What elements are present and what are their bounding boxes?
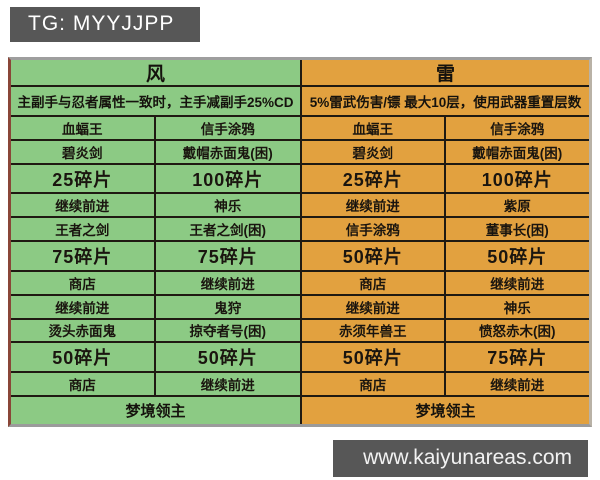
table-cell: 碧炎剑 (11, 140, 156, 163)
table-row: 碧炎剑 戴帽赤面鬼(困) (302, 140, 589, 165)
table-cell: 血蝠王 (302, 117, 446, 139)
table-cell: 戴帽赤面鬼(困) (182, 145, 273, 161)
table-cell: 鬼狩 (214, 300, 242, 316)
table-cell: 50碎片 (302, 242, 446, 270)
table-row: 商店 继续前进 (11, 271, 300, 296)
table-row: 25碎片 100碎片 (11, 164, 300, 195)
wind-panel: 风 主副手与忍者属性一致时，主手减副手25%CD 血蝠王 信手涂鸦碧炎剑 戴帽赤面鬼… (11, 60, 300, 424)
table-row: 商店 继续前进 (302, 373, 589, 397)
table-cell: 50碎片 (487, 246, 548, 267)
table-cell: 50碎片 (197, 348, 258, 369)
table-cell: 25碎片 (302, 164, 446, 193)
table-cell: 信手涂鸦 (490, 121, 545, 137)
table-cell: 血蝠王 (11, 117, 156, 139)
table-cell: 75碎片 (197, 246, 258, 267)
table-cell: 继续前进 (490, 378, 545, 394)
table-cell: 75碎片 (487, 348, 548, 369)
table-row: 信手涂鸦 董事长(困) (302, 218, 589, 243)
table-cell: 戴帽赤面鬼(困) (472, 145, 563, 161)
wind-rows: 血蝠王 信手涂鸦 碧炎剑 戴帽赤面鬼(困) 25碎片 100碎片 继续前进 神乐 王者之剑 王者之… (11, 117, 300, 397)
table-cell: 50碎片 (302, 343, 446, 372)
table-row: 50碎片 75碎片 (302, 343, 589, 374)
table-cell: 继续前进 (490, 276, 545, 292)
element-routes-table: 风 主副手与忍者属性一致时，主手减副手25%CD 血蝠王 信手涂鸦 碧炎剑 戴帽赤面鬼… (8, 57, 592, 427)
table-cell: 神乐 (214, 199, 242, 215)
table-cell: 赤须年兽王 (302, 319, 446, 342)
table-cell: 信手涂鸦 (200, 121, 255, 137)
table-row: 赤须年兽王 愤怒赤木(困) (302, 319, 589, 344)
table-row: 继续前进 鬼狩 (11, 295, 300, 320)
table-cell: 继续前进 (302, 194, 446, 217)
table-cell: 信手涂鸦 (302, 218, 446, 241)
table-cell: 王者之剑 (11, 218, 156, 241)
table-cell: 王者之剑(困) (189, 223, 267, 239)
table-cell: 继续前进 (302, 295, 446, 318)
tg-contact-badge: TG: MYYJJPP (10, 7, 201, 42)
table-row: 继续前进 神乐 (11, 194, 300, 219)
table-cell: 继续前进 (200, 378, 255, 394)
table-cell: 继续前进 (200, 276, 255, 292)
table-row: 王者之剑 王者之剑(困) (11, 218, 300, 243)
thunder-panel: 雷 5%雷武伤害/镖 最大10层，使用武器重置层数 血蝠王 信手涂鸦 碧炎剑 戴帽赤面… (300, 60, 589, 424)
table-row: 继续前进 紫原 (302, 194, 589, 219)
site-url-badge: www.kaiyunareas.com (333, 440, 588, 477)
table-row: 继续前进 神乐 (302, 295, 589, 320)
table-cell: 25碎片 (11, 164, 156, 193)
table-row: 血蝠王 信手涂鸦 (302, 117, 589, 141)
table-cell: 商店 (302, 373, 446, 395)
table-row: 75碎片 75碎片 (11, 242, 300, 272)
table-row: 商店 继续前进 (11, 373, 300, 397)
table-cell: 烫头赤面鬼 (11, 319, 156, 342)
table-row: 烫头赤面鬼 掠夺者号(困) (11, 319, 300, 344)
table-cell: 商店 (11, 373, 156, 395)
thunder-rows: 血蝠王 信手涂鸦 碧炎剑 戴帽赤面鬼(困) 25碎片 100碎片 继续前进 紫原 信手涂鸦 董事长… (302, 117, 589, 397)
thunder-final-boss: 梦境领主 (415, 403, 476, 420)
table-cell: 75碎片 (11, 242, 156, 270)
table-cell: 100碎片 (481, 169, 553, 190)
table-row: 25碎片 100碎片 (302, 164, 589, 195)
table-cell: 商店 (302, 271, 446, 294)
table-cell: 董事长(困) (485, 223, 549, 239)
table-row: 血蝠王 信手涂鸦 (11, 117, 300, 141)
table-row: 商店 继续前进 (302, 271, 589, 296)
table-cell: 50碎片 (11, 343, 156, 372)
thunder-element-title: 雷 (302, 60, 589, 87)
table-cell: 继续前进 (11, 194, 156, 217)
table-cell: 掠夺者号(困) (189, 324, 267, 340)
wind-element-title: 风 (11, 60, 300, 87)
table-row: 50碎片 50碎片 (302, 242, 589, 272)
table-cell: 100碎片 (192, 169, 264, 190)
table-cell: 愤怒赤木(困) (479, 324, 556, 340)
table-cell: 紫原 (503, 199, 531, 215)
thunder-element-effect: 5%雷武伤害/镖 最大10层，使用武器重置层数 (302, 87, 589, 117)
table-cell: 神乐 (503, 300, 531, 316)
wind-final-boss: 梦境领主 (125, 403, 186, 420)
table-row: 50碎片 50碎片 (11, 343, 300, 374)
table-cell: 碧炎剑 (302, 140, 446, 163)
table-row: 碧炎剑 戴帽赤面鬼(困) (11, 140, 300, 165)
wind-element-effect: 主副手与忍者属性一致时，主手减副手25%CD (11, 87, 300, 117)
table-cell: 继续前进 (11, 295, 156, 318)
table-cell: 商店 (11, 271, 156, 294)
